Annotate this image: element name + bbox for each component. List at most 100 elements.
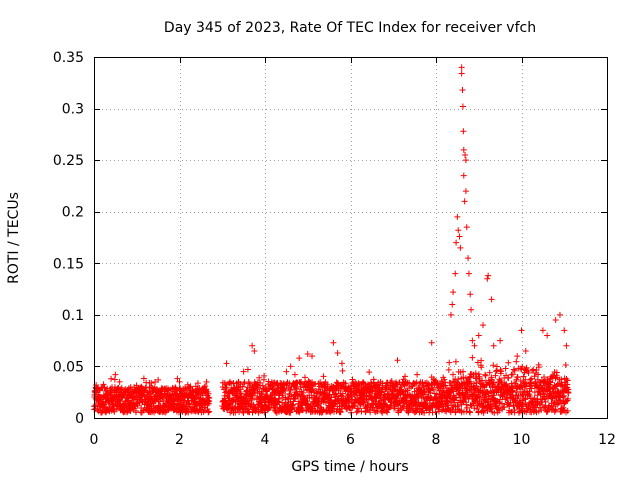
data-point: [223, 381, 230, 388]
data-point: [565, 389, 572, 396]
data-point: [239, 383, 246, 390]
data-point: [493, 368, 500, 375]
data-point: [287, 363, 294, 370]
data-point: [353, 409, 360, 416]
data-point: [447, 398, 454, 405]
data-point: [304, 351, 311, 358]
y-axis-label: ROTI / TECUs: [6, 192, 22, 284]
data-point: [449, 406, 456, 413]
data-point: [309, 353, 316, 360]
data-point: [534, 392, 541, 399]
data-point: [455, 376, 462, 383]
data-point: [459, 103, 466, 110]
x-tick-label: 8: [432, 432, 441, 448]
data-point: [512, 392, 519, 399]
x-tick-label: 2: [175, 432, 184, 448]
data-point: [527, 379, 534, 386]
data-point: [283, 368, 290, 375]
y-tick-label: 0.1: [62, 308, 84, 324]
data-point: [535, 371, 542, 378]
data-point: [458, 70, 465, 77]
data-point: [452, 394, 459, 401]
data-point: [203, 386, 210, 393]
data-point: [296, 355, 303, 362]
data-point: [514, 353, 521, 360]
data-point: [394, 357, 401, 364]
data-point: [507, 399, 514, 406]
data-point: [543, 408, 550, 415]
data-point: [312, 381, 319, 388]
data-point: [206, 408, 213, 415]
data-point: [330, 339, 337, 346]
data-point: [339, 390, 346, 397]
data-point: [520, 389, 527, 396]
data-point: [473, 379, 480, 386]
data-point: [366, 369, 373, 376]
data-point: [293, 385, 300, 392]
data-point: [478, 364, 485, 371]
data-point: [450, 371, 457, 378]
y-tick-label: 0.35: [53, 50, 84, 66]
data-points: [91, 64, 572, 416]
data-point: [455, 227, 462, 234]
data-point: [453, 394, 460, 401]
data-point: [112, 371, 119, 378]
data-point: [482, 372, 489, 379]
data-point: [472, 370, 479, 377]
data-point: [498, 400, 505, 407]
data-point: [172, 384, 179, 391]
data-point: [505, 359, 512, 366]
data-point: [457, 244, 464, 251]
data-point: [529, 367, 536, 374]
data-point: [542, 398, 549, 405]
data-point: [525, 369, 532, 376]
data-point: [185, 409, 192, 416]
data-point: [533, 367, 540, 374]
data-point: [505, 375, 512, 382]
data-point: [384, 409, 391, 416]
data-point: [379, 380, 386, 387]
data-point: [223, 384, 230, 391]
data-point: [452, 270, 459, 277]
data-point: [240, 380, 247, 387]
grid-lines: [94, 57, 607, 418]
data-point: [556, 311, 563, 318]
data-point: [539, 401, 546, 408]
data-point: [287, 409, 294, 416]
data-point: [202, 383, 209, 390]
data-point: [333, 379, 340, 386]
data-point: [203, 378, 210, 385]
data-point: [364, 401, 371, 408]
data-point: [108, 375, 115, 382]
x-tick-label: 10: [513, 432, 531, 448]
data-point: [466, 408, 473, 415]
data-point: [544, 332, 551, 339]
data-point: [358, 408, 365, 415]
data-point: [520, 373, 527, 380]
data-point: [541, 374, 548, 381]
data-point: [360, 379, 367, 386]
data-point: [531, 373, 538, 380]
data-point: [475, 332, 482, 339]
data-point: [156, 398, 163, 405]
data-point: [254, 404, 261, 411]
data-point: [460, 172, 467, 179]
data-point: [399, 404, 406, 411]
data-point: [334, 397, 341, 404]
data-point: [497, 377, 504, 384]
data-point: [446, 359, 453, 366]
data-point: [174, 375, 181, 382]
data-point: [453, 239, 460, 246]
data-point: [467, 291, 474, 298]
data-point: [111, 376, 118, 383]
data-point: [108, 389, 115, 396]
data-point: [480, 322, 487, 329]
data-point: [486, 380, 493, 387]
data-point: [461, 198, 468, 205]
data-point: [513, 358, 520, 365]
data-point: [257, 379, 264, 386]
data-point: [205, 394, 212, 401]
data-point: [486, 369, 493, 376]
data-point: [249, 342, 256, 349]
x-tick-labels: 0 2 4 6 8 10 12: [90, 432, 616, 448]
